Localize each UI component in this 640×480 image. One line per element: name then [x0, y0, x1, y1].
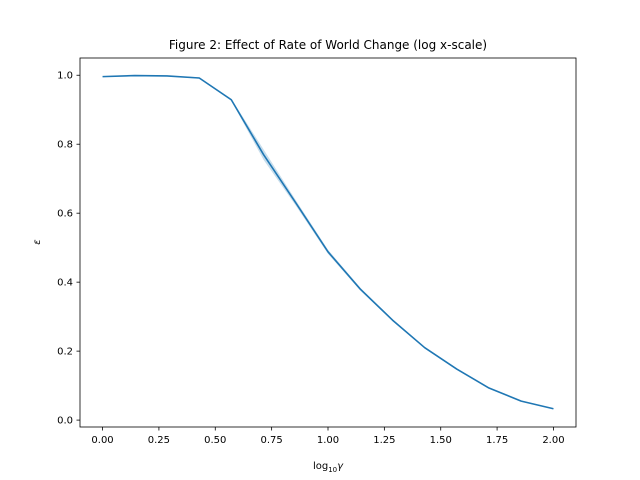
- data-point: [392, 319, 394, 321]
- x-tick-label: 1.75: [486, 435, 508, 446]
- x-axis-label-variable: γ: [337, 461, 344, 472]
- data-point: [488, 387, 490, 389]
- data-point: [198, 77, 200, 79]
- data-point: [327, 251, 329, 253]
- chart-title: Figure 2: Effect of Rate of World Change…: [169, 38, 487, 52]
- y-axis-label: ε: [32, 239, 43, 245]
- x-tick-label: 0.50: [204, 435, 226, 446]
- y-tick-label: 0.4: [57, 278, 73, 289]
- data-point: [424, 347, 426, 349]
- data-point: [102, 76, 104, 78]
- y-tick-label: 0.8: [57, 140, 73, 151]
- y-tick-label: 0.2: [57, 347, 73, 358]
- data-point: [359, 288, 361, 290]
- data-point: [520, 400, 522, 402]
- x-axis-label-base: log: [313, 461, 328, 472]
- x-tick-label: 1.25: [373, 435, 395, 446]
- x-tick-label: 1.00: [317, 435, 339, 446]
- x-tick-label: 0.25: [148, 435, 170, 446]
- x-tick-label: 1.50: [430, 435, 452, 446]
- plot-area: 0.00 0.25 0.50 0.75 1.00 1.25 1.50 1.75 2.00 0.0 0…: [57, 57, 577, 446]
- data-point: [295, 202, 297, 204]
- y-tick-label: 0.0: [57, 416, 73, 427]
- x-axis-label-subscript: 10: [328, 466, 337, 474]
- series-line-0: [102, 74, 554, 410]
- x-tick-label: 0.00: [91, 435, 113, 446]
- x-tick-label: 2.00: [542, 435, 564, 446]
- data-point: [134, 75, 136, 77]
- data-point: [456, 368, 458, 370]
- x-tick-label: 0.75: [261, 435, 283, 446]
- y-tick-label: 1.0: [57, 71, 73, 82]
- data-point: [230, 99, 232, 101]
- x-axis-label: log10γ: [313, 461, 344, 474]
- data-point: [166, 75, 168, 77]
- data-point: [263, 154, 265, 156]
- data-point: [553, 408, 555, 410]
- y-tick-label: 0.6: [57, 209, 73, 220]
